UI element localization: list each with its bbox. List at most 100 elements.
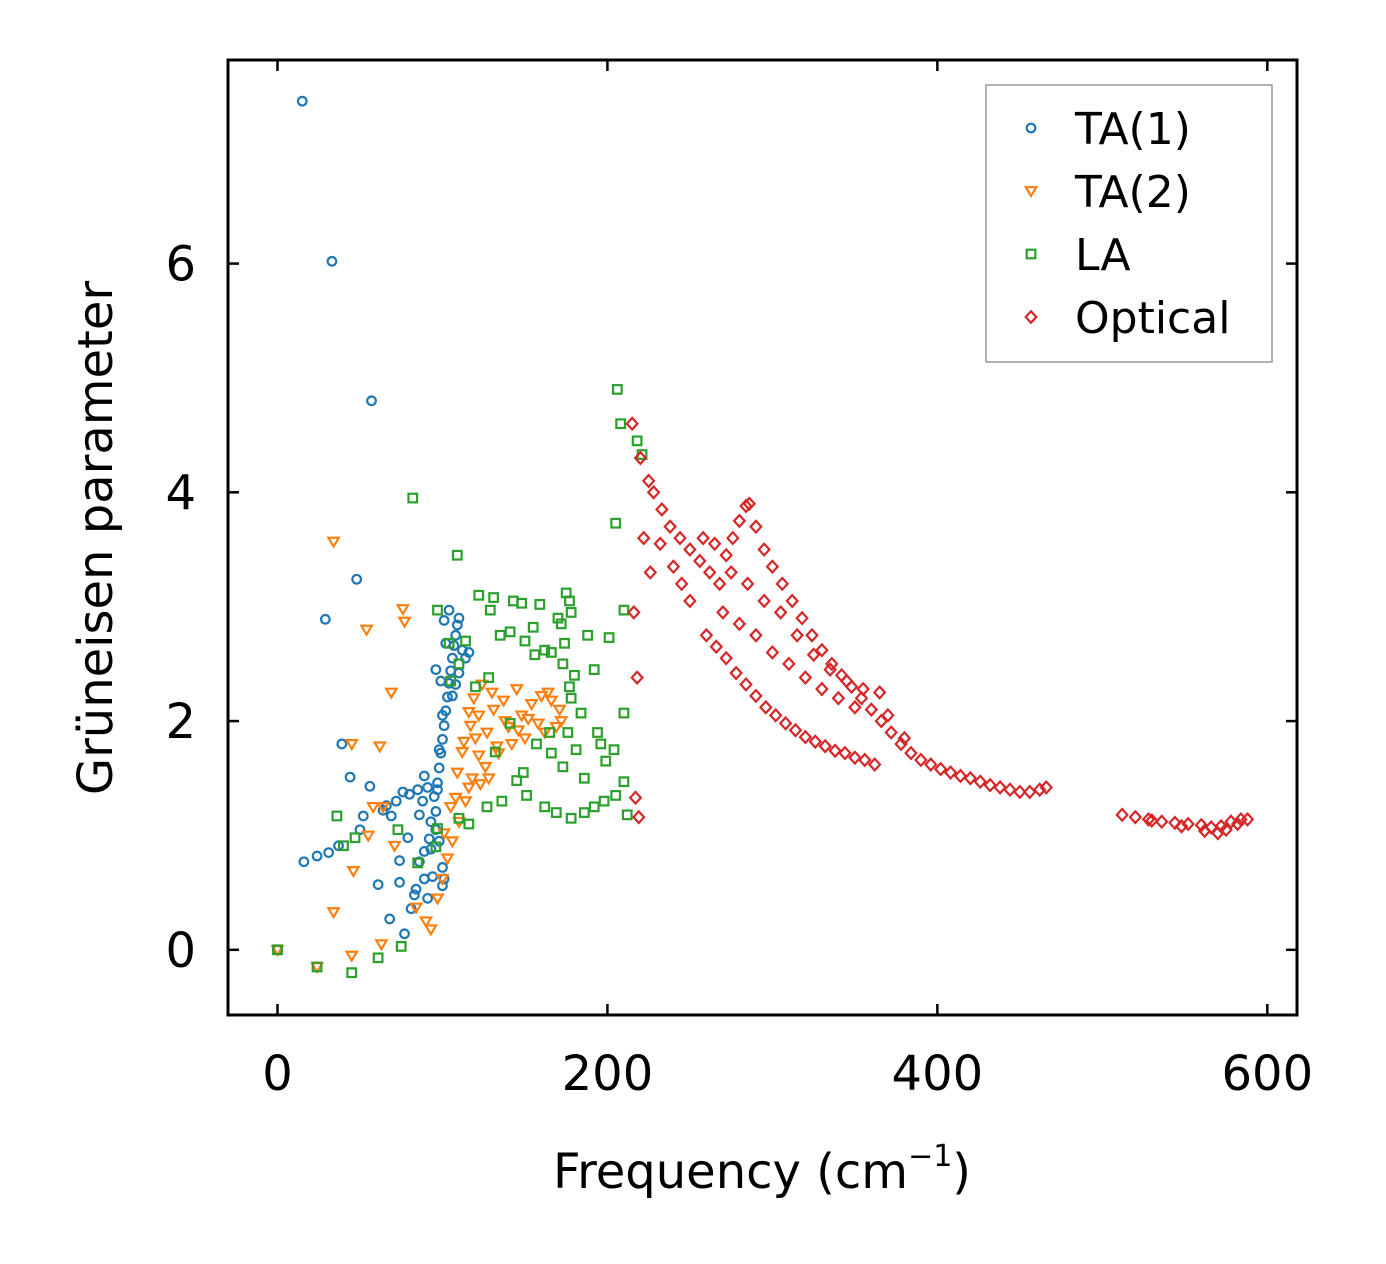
data-point <box>517 733 533 746</box>
data-point <box>693 553 707 569</box>
data-point <box>466 693 481 706</box>
y-axis-title: Grüneisen parameter <box>68 281 124 796</box>
data-point <box>565 692 577 704</box>
data-point <box>739 498 753 514</box>
data-point <box>372 879 384 891</box>
data-point <box>413 856 425 868</box>
series-ta-1 <box>272 95 475 956</box>
data-point <box>422 892 434 904</box>
data-point <box>478 761 493 774</box>
y-tick-label: 6 <box>165 237 196 293</box>
data-point <box>349 832 361 844</box>
data-point <box>636 530 651 546</box>
data-point <box>628 790 643 806</box>
data-point <box>600 755 612 767</box>
data-point <box>437 880 448 892</box>
data-point <box>773 604 788 620</box>
data-point <box>904 745 918 761</box>
data-point <box>897 730 912 746</box>
data-point <box>610 517 622 529</box>
data-point <box>729 665 743 681</box>
data-point <box>517 767 529 778</box>
data-point <box>610 790 622 801</box>
data-point <box>446 690 458 702</box>
legend-entry: LA <box>1025 230 1131 281</box>
data-point <box>603 632 615 643</box>
data-point <box>545 647 557 658</box>
data-point <box>504 717 516 729</box>
legend-label: TA(1) <box>1074 104 1191 155</box>
data-point <box>864 702 879 718</box>
data-point <box>437 709 448 721</box>
data-point <box>646 484 661 500</box>
data-point <box>795 610 809 626</box>
x-tick-label: 400 <box>892 1046 984 1102</box>
data-point <box>712 576 727 592</box>
data-point <box>732 616 747 632</box>
data-point <box>395 940 407 952</box>
data-point <box>582 629 594 641</box>
data-point <box>488 592 500 603</box>
data-point <box>592 727 603 738</box>
data-point <box>326 536 341 549</box>
data-point <box>446 652 458 664</box>
data-point <box>413 809 425 821</box>
data-point <box>521 790 532 801</box>
data-point <box>631 809 646 825</box>
data-point <box>914 752 928 768</box>
data-point <box>473 779 488 792</box>
data-point <box>666 559 681 575</box>
data-point <box>726 530 740 546</box>
data-point <box>484 604 496 616</box>
data-point <box>798 670 813 686</box>
data-point <box>1141 811 1156 827</box>
data-point <box>759 699 773 715</box>
data-point <box>554 716 569 729</box>
data-point <box>445 675 457 687</box>
data-point <box>456 736 472 749</box>
data-point <box>848 750 862 766</box>
series-optical <box>625 416 1255 841</box>
data-point <box>631 435 643 447</box>
data-point <box>392 824 404 836</box>
data-point <box>384 913 396 925</box>
data-point <box>815 642 829 658</box>
data-point <box>818 738 832 754</box>
data-point <box>494 629 506 641</box>
data-point <box>724 564 738 580</box>
data-point <box>402 832 414 844</box>
data-point <box>463 720 478 733</box>
data-point <box>412 784 424 796</box>
data-point <box>451 619 463 631</box>
data-point <box>839 673 854 689</box>
data-point <box>788 722 803 738</box>
data-point <box>707 536 722 552</box>
data-point <box>384 687 399 700</box>
data-point <box>1194 817 1209 833</box>
data-point <box>524 699 539 712</box>
data-point <box>719 547 733 563</box>
data-point <box>374 939 389 952</box>
data-point <box>749 519 763 535</box>
x-tick-label: 600 <box>1221 1046 1313 1102</box>
data-point <box>933 761 948 777</box>
data-point <box>344 950 359 963</box>
data-point <box>1168 815 1182 831</box>
data-point <box>739 677 753 692</box>
data-point <box>805 627 819 643</box>
data-point <box>471 750 486 763</box>
data-point <box>683 593 697 609</box>
data-point <box>423 924 439 937</box>
data-point <box>655 502 669 517</box>
data-point <box>346 967 358 979</box>
data-point <box>387 840 402 853</box>
legend: TA(1) TA(2) LA Optical <box>985 84 1273 363</box>
data-point <box>824 656 839 672</box>
data-point <box>458 796 473 809</box>
data-point <box>504 626 516 638</box>
data-point <box>808 734 823 750</box>
data-point <box>407 492 419 504</box>
data-point <box>539 801 551 813</box>
data-point <box>437 862 448 873</box>
